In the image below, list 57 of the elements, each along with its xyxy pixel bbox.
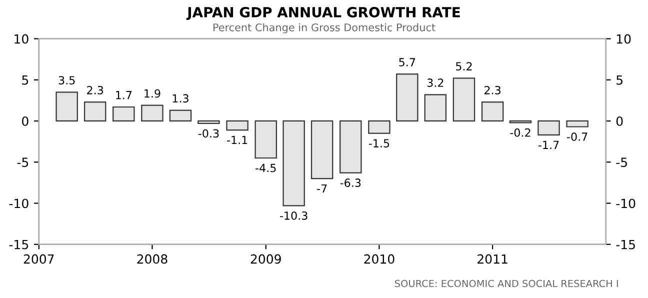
data-label: -0.2 — [510, 128, 530, 137]
y2-tick-label: -10 — [616, 198, 636, 208]
bar — [340, 120, 362, 174]
chart-subtitle: Percent Change in Gross Domestic Product — [213, 23, 436, 34]
bar — [424, 94, 447, 122]
bar — [198, 120, 220, 124]
data-label: 5.7 — [399, 58, 416, 66]
bar — [566, 120, 588, 128]
bar — [84, 102, 106, 122]
bar — [141, 104, 164, 122]
bar — [538, 120, 560, 136]
y-tick-label: 5 — [22, 76, 28, 85]
x-tick-label: 2011 — [478, 254, 508, 264]
data-label: 3.2 — [427, 78, 444, 87]
data-label: 2.3 — [87, 86, 104, 94]
data-label: 1.9 — [144, 89, 160, 98]
bar — [169, 110, 192, 122]
data-label: -7 — [317, 184, 327, 193]
y-tick-label: -5 — [17, 158, 28, 168]
y-tick-label: 10 — [14, 34, 28, 44]
chart-title: JAPAN GDP ANNUAL GROWTH RATE — [186, 6, 460, 20]
y2-tick-label: 0 — [616, 116, 623, 126]
data-label: -1.5 — [368, 139, 390, 148]
x-tick-label: 2007 — [24, 254, 54, 264]
data-label: -10.3 — [280, 211, 308, 220]
bar — [310, 120, 334, 180]
data-label: -1.1 — [227, 136, 248, 144]
y2-tick-label: -5 — [616, 158, 627, 168]
x-tick-label: 2009 — [250, 254, 281, 264]
bar — [226, 120, 248, 131]
data-label: 1.3 — [172, 94, 188, 103]
data-label: -1.7 — [538, 140, 559, 149]
data-label: -0.3 — [198, 129, 219, 138]
y2-tick-label: 10 — [616, 34, 631, 44]
source-note: SOURCE: ECONOMIC AND SOCIAL RESEARCH I — [394, 280, 618, 288]
x-tick-label: 2010 — [364, 254, 394, 264]
data-label: 3.5 — [58, 76, 75, 84]
bar — [282, 120, 305, 206]
data-label: 1.7 — [116, 91, 132, 100]
bar — [56, 92, 78, 122]
y2-tick-label: 5 — [616, 76, 622, 85]
x-tick-label: 2008 — [137, 254, 168, 264]
bar — [368, 120, 390, 134]
data-label: -0.7 — [567, 132, 588, 141]
bar — [112, 106, 135, 122]
bar — [452, 78, 476, 122]
data-label: -4.5 — [256, 164, 276, 172]
y-tick-label: -10 — [9, 198, 28, 208]
y-tick-label: 0 — [22, 116, 28, 126]
y2-tick-label: -15 — [616, 240, 635, 250]
bar — [254, 120, 277, 159]
y-tick-label: -15 — [9, 240, 28, 250]
data-label: -6.3 — [340, 178, 361, 187]
data-label: 5.2 — [456, 62, 472, 71]
bar — [481, 102, 504, 122]
bar — [396, 74, 418, 122]
data-label: 2.3 — [484, 86, 500, 94]
